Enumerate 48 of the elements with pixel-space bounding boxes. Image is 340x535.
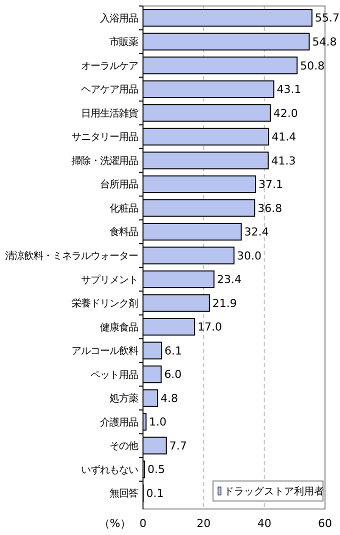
y-tick-label: ヘアケア用品 (81, 84, 138, 96)
text: 0.1 (146, 486, 164, 500)
text: 0.5 (148, 463, 166, 476)
y-tick-label: 日用生活雑貨 (81, 107, 138, 120)
y-tick-label: その他 (110, 440, 138, 452)
y-tick-label: 市販薬 (110, 36, 138, 48)
y-tick-label: 無回答 (110, 488, 138, 500)
y-tick-label: 台所用品 (100, 178, 138, 191)
y-tick-label: アルコール飲料 (72, 345, 138, 358)
text: 21.9 (212, 296, 237, 310)
text: 4.8 (160, 392, 178, 405)
text: 23.4 (216, 273, 242, 286)
y-tick-label: 清涼飲料・ミネラルウォーター (5, 250, 138, 262)
y-tick-label: 健康食品 (100, 321, 138, 334)
text: 6.0 (164, 368, 182, 382)
y-tick-label: 食料品 (110, 226, 138, 238)
y-tick-label: いずれもない (81, 464, 138, 476)
text: 50.8 (300, 59, 325, 72)
y-tick-label: 栄養ドリンク剤 (72, 298, 138, 310)
text: 36.8 (258, 202, 282, 215)
y-tick-label: 入浴用品 (100, 12, 138, 24)
text: 7.7 (169, 439, 187, 452)
x-tick-label: 40 (257, 517, 272, 530)
text: 55.7 (314, 12, 340, 25)
y-tick-label: 介護用品 (100, 416, 138, 428)
y-tick-label: サプリメント (81, 274, 138, 286)
text: 17.0 (198, 320, 222, 334)
y-tick-label: ペット用品 (90, 370, 138, 381)
legend-label: ドラッグストア利用者 (224, 486, 324, 498)
x-tick-label: 60 (318, 517, 332, 530)
text: 6.1 (164, 344, 182, 358)
text: 32.4 (244, 226, 269, 239)
x-tick-label: 20 (196, 517, 211, 530)
y-tick-label: 掃除・洗濯用品 (72, 154, 138, 167)
text: 30.0 (237, 249, 262, 262)
text: 1.0 (149, 416, 167, 429)
text: 42.0 (273, 106, 298, 120)
text: 37.1 (258, 178, 284, 192)
y-tick-label: サニタリー用品 (72, 132, 138, 144)
y-tick-label: オーラルケア (81, 60, 138, 72)
y-tick-label: 化粧品 (110, 202, 138, 214)
text: 41.3 (271, 154, 296, 168)
text: 54.8 (312, 35, 337, 48)
text: 41.4 (272, 130, 296, 144)
text: 43.1 (276, 83, 302, 96)
y-tick-label: 処方薬 (110, 392, 138, 405)
x-tick-label: 0 (140, 517, 146, 530)
x-axis-title: （%） (98, 517, 132, 530)
